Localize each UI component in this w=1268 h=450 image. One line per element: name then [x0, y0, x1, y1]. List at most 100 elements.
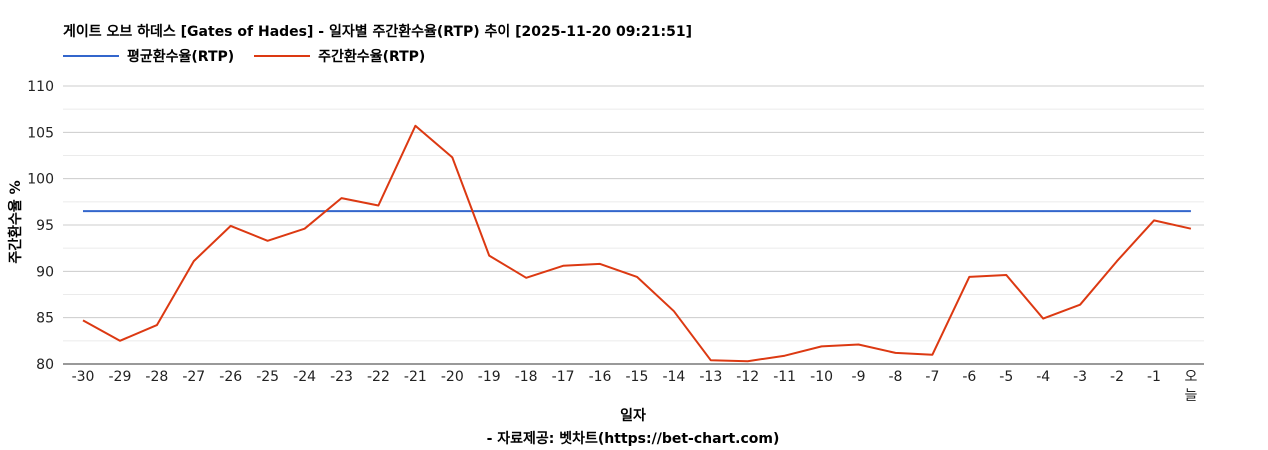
x-tick-label: -16 [589, 369, 612, 385]
data-point-weekly [193, 260, 195, 262]
data-point-average [340, 210, 342, 212]
x-tick-label: -12 [736, 369, 759, 385]
data-point-weekly [488, 254, 490, 256]
data-point-weekly [82, 319, 84, 321]
data-point-weekly [562, 265, 564, 267]
x-tick-label: -14 [662, 369, 685, 385]
legend-item-average[interactable]: 평균환수율(RTP) [63, 46, 234, 66]
data-point-average [1005, 210, 1007, 212]
y-axis-title: 주간환수율 % [8, 180, 24, 264]
y-tick-label: 80 [36, 357, 54, 373]
data-point-average [1079, 210, 1081, 212]
x-tick-label: -10 [810, 369, 833, 385]
y-tick-label: 100 [27, 172, 54, 188]
x-tick-label: -18 [515, 369, 538, 385]
series-line-weekly [82, 124, 1192, 363]
data-point-weekly [266, 240, 268, 242]
x-tick-label: -2 [1110, 369, 1124, 385]
x-tick-label: 오 [1184, 369, 1197, 385]
x-tick-label: -26 [219, 369, 242, 385]
data-point-average [599, 210, 601, 212]
data-point-average [414, 210, 416, 212]
legend-label-average: 평균환수율(RTP) [127, 49, 235, 65]
data-point-weekly [820, 345, 822, 347]
y-tick-label: 90 [36, 264, 54, 280]
x-axis-title: 일자 [620, 408, 646, 424]
data-point-weekly [673, 310, 675, 312]
data-point-average [156, 210, 158, 212]
legend-swatch-average [63, 55, 119, 57]
data-point-weekly [1116, 260, 1118, 262]
data-point-average [783, 210, 785, 212]
x-tick-label: -22 [367, 369, 390, 385]
data-point-weekly [451, 156, 453, 158]
x-tick-label: -23 [330, 369, 353, 385]
x-tick-label: -5 [999, 369, 1013, 385]
data-point-average [894, 210, 896, 212]
data-point-average [377, 210, 379, 212]
data-point-average [1116, 210, 1118, 212]
legend-item-weekly[interactable]: 주간환수율(RTP) [254, 46, 425, 66]
x-tick-label: -25 [256, 369, 279, 385]
data-point-weekly [303, 228, 305, 230]
data-point-weekly [119, 340, 121, 342]
data-point-average [488, 210, 490, 212]
y-tick-label: 95 [36, 218, 54, 234]
data-point-average [1042, 210, 1044, 212]
data-point-weekly [1042, 317, 1044, 319]
data-point-average [303, 210, 305, 212]
x-tick-label: -28 [145, 369, 168, 385]
y-tick-label: 85 [36, 311, 54, 327]
data-point-weekly [414, 125, 416, 127]
x-tick-label: -17 [552, 369, 575, 385]
y-tick-label: 105 [27, 125, 54, 141]
data-point-weekly [968, 276, 970, 278]
data-point-average [230, 210, 232, 212]
data-point-average [451, 210, 453, 212]
x-tick-label: -7 [925, 369, 939, 385]
data-point-average [562, 210, 564, 212]
data-point-average [82, 210, 84, 212]
data-point-average [525, 210, 527, 212]
x-tick-label: -3 [1073, 369, 1087, 385]
data-point-average [673, 210, 675, 212]
data-point-average [820, 210, 822, 212]
data-point-weekly [636, 276, 638, 278]
x-tick-label: -19 [478, 369, 501, 385]
x-tick-label: -13 [699, 369, 722, 385]
legend: 평균환수율(RTP) 주간환수율(RTP) [63, 46, 445, 66]
data-point-average [931, 210, 933, 212]
source-credit: - 자료제공: 벳차트(https://bet-chart.com) [486, 431, 780, 447]
x-tick-label: -4 [1036, 369, 1050, 385]
data-point-weekly [931, 354, 933, 356]
data-point-weekly [230, 225, 232, 227]
data-point-weekly [1005, 274, 1007, 276]
x-tick-label: -8 [888, 369, 902, 385]
chart-title: 게이트 오브 하데스 [Gates of Hades] - 일자별 주간환수율(… [63, 24, 692, 40]
data-point-weekly [340, 197, 342, 199]
data-point-weekly [525, 277, 527, 279]
x-tick-label: -1 [1147, 369, 1161, 385]
x-tick-label: -21 [404, 369, 427, 385]
x-tick-label: -9 [852, 369, 866, 385]
data-point-average [119, 210, 121, 212]
x-tick-label: -30 [72, 369, 95, 385]
x-tick-label: -11 [773, 369, 796, 385]
data-point-average [857, 210, 859, 212]
data-point-weekly [1079, 303, 1081, 305]
data-point-average [193, 210, 195, 212]
y-tick-label: 110 [27, 79, 54, 95]
x-tick-label: -29 [108, 369, 131, 385]
data-point-average [968, 210, 970, 212]
data-point-weekly [156, 324, 158, 326]
x-tick-label: -27 [182, 369, 205, 385]
data-point-weekly [377, 204, 379, 206]
x-tick-label-line2: 늘 [1184, 388, 1197, 404]
data-point-average [266, 210, 268, 212]
legend-label-weekly: 주간환수율(RTP) [318, 49, 426, 65]
data-point-average [747, 210, 749, 212]
data-point-weekly [894, 352, 896, 354]
data-point-weekly [1190, 228, 1192, 230]
data-point-average [636, 210, 638, 212]
